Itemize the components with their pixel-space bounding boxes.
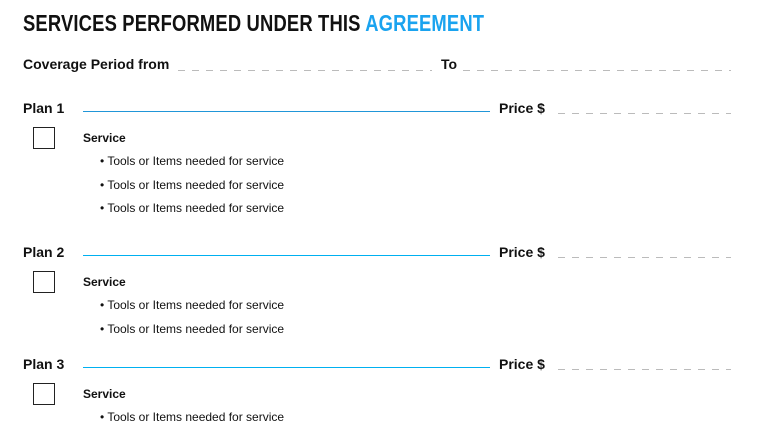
price-label: Price $ [499,356,545,372]
coverage-from-field[interactable] [178,70,432,71]
price-field[interactable] [558,369,731,370]
plan-label: Plan 3 [23,356,65,372]
service-item: • Tools or Items needed for service [100,154,285,168]
plan-label: Plan 2 [23,244,65,260]
service-label: Service [83,275,126,289]
price-field[interactable] [558,257,731,258]
service-item: • Tools or Items needed for service [100,321,285,336]
service-item: • Tools or Items needed for service [100,410,285,424]
service-label: Service [83,131,126,145]
plan-checkbox[interactable] [33,127,55,149]
price-label: Price $ [499,244,545,260]
service-label: Service [83,387,126,401]
plan-checkbox[interactable] [33,271,55,293]
plan-label: Plan 1 [23,100,65,116]
plan-checkbox[interactable] [33,383,55,405]
title-accent: AGREEMENT [365,10,485,36]
page-title: SERVICES PERFORMED UNDER THIS AGREEMENT [23,10,485,36]
price-field[interactable] [558,113,731,114]
coverage-from-label: Coverage Period from [23,56,170,72]
coverage-to-field[interactable] [463,70,731,71]
service-item: • Tools or Items needed for service [100,177,285,192]
service-item: • Tools or Items needed for service [100,298,285,312]
price-label: Price $ [499,100,545,116]
plan-name-field[interactable] [83,367,490,368]
coverage-to-label: To [441,56,458,72]
plan-name-field[interactable] [83,111,490,112]
plan-name-field[interactable] [83,255,490,256]
service-item: • Tools or Items needed for service [100,201,285,215]
